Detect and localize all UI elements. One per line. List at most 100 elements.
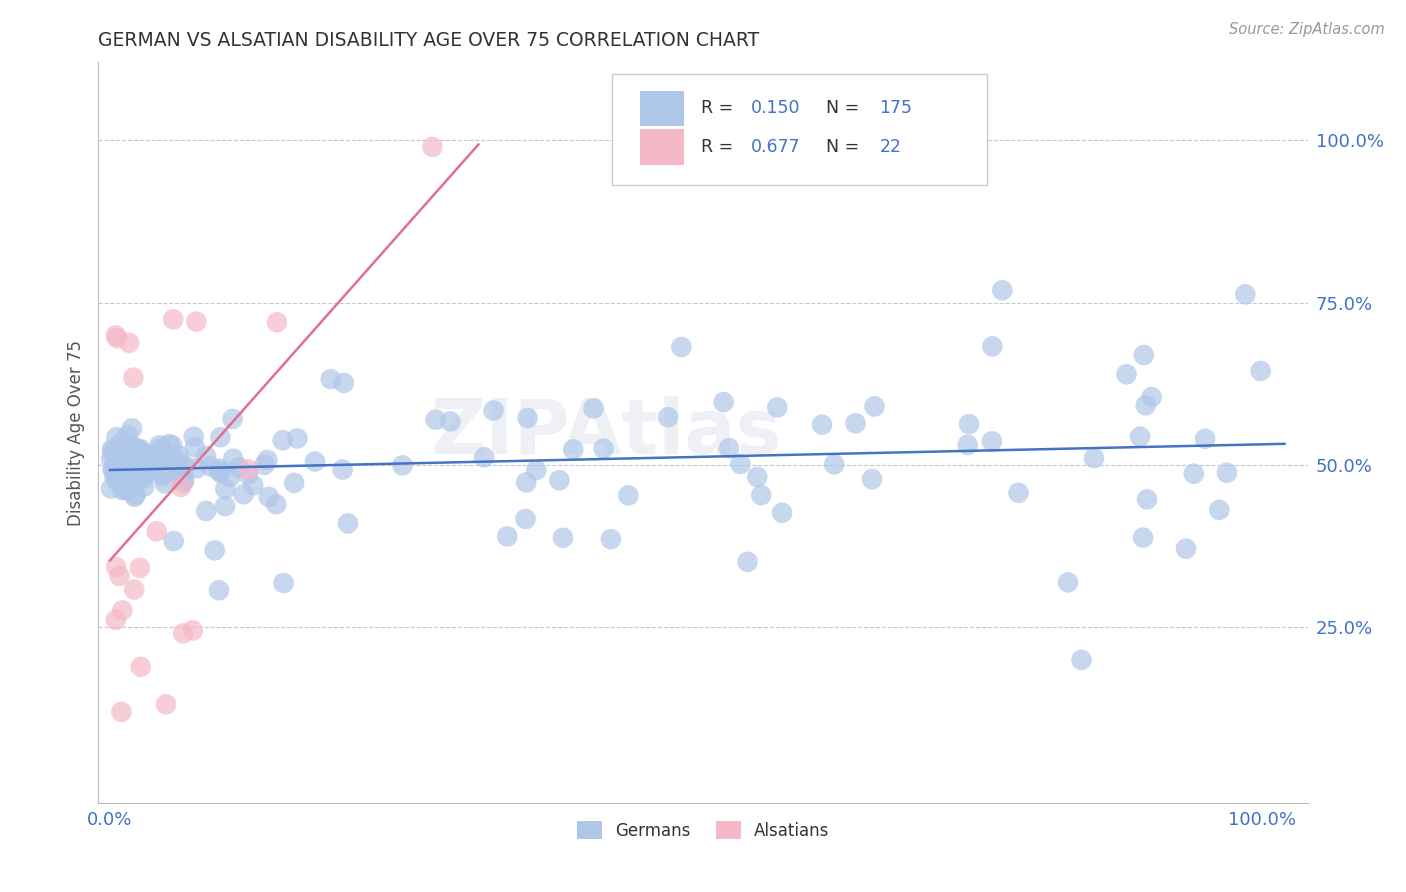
Point xyxy=(115,471,138,485)
Point xyxy=(128,447,150,461)
Point xyxy=(214,482,236,496)
Point xyxy=(173,474,195,488)
Point xyxy=(129,660,152,674)
Point xyxy=(169,467,191,482)
Point xyxy=(117,472,139,486)
Point xyxy=(129,442,152,457)
Point xyxy=(115,483,138,497)
Point xyxy=(256,453,278,467)
Point xyxy=(120,468,142,483)
Point xyxy=(149,441,172,455)
Point xyxy=(127,452,149,467)
Text: ZIPAtlas: ZIPAtlas xyxy=(430,396,782,469)
Point xyxy=(122,370,145,384)
Point xyxy=(496,529,519,543)
Point xyxy=(391,458,413,473)
Point xyxy=(332,462,354,476)
Point xyxy=(111,434,134,449)
Point xyxy=(163,453,186,467)
Point xyxy=(127,471,149,485)
Point xyxy=(730,457,752,471)
Point xyxy=(156,450,179,464)
Point xyxy=(108,569,131,583)
Point xyxy=(617,488,640,502)
Point xyxy=(124,475,146,490)
Point xyxy=(108,467,131,481)
Point xyxy=(132,463,155,477)
Text: 175: 175 xyxy=(880,99,912,118)
Point xyxy=(128,449,150,463)
Point xyxy=(135,456,157,470)
Point xyxy=(181,624,204,638)
Point xyxy=(169,455,191,469)
Point xyxy=(127,459,149,474)
Point xyxy=(515,475,537,490)
Point xyxy=(132,480,155,494)
Point xyxy=(214,499,236,513)
Point xyxy=(186,461,208,475)
FancyBboxPatch shape xyxy=(613,73,987,185)
Point xyxy=(222,451,245,466)
Point xyxy=(134,467,156,481)
Point xyxy=(148,450,170,465)
Point xyxy=(122,582,145,597)
Text: 0.150: 0.150 xyxy=(751,99,801,118)
Text: R =: R = xyxy=(700,99,738,118)
Point xyxy=(737,555,759,569)
Point xyxy=(110,472,132,486)
Point xyxy=(208,462,231,476)
Point xyxy=(157,451,180,466)
Point xyxy=(1135,398,1157,412)
Point xyxy=(273,576,295,591)
Point xyxy=(150,469,173,483)
Point xyxy=(304,454,326,468)
Point xyxy=(141,450,163,465)
Point xyxy=(209,466,232,480)
Point xyxy=(128,561,150,575)
Text: N =: N = xyxy=(815,138,865,156)
Point xyxy=(1057,575,1080,590)
Point xyxy=(124,488,146,502)
Point xyxy=(749,488,772,502)
Point xyxy=(242,478,264,492)
Point xyxy=(127,469,149,483)
Text: N =: N = xyxy=(815,99,865,118)
Point xyxy=(141,463,163,477)
Point xyxy=(105,453,128,467)
Point xyxy=(236,467,259,482)
Point xyxy=(1216,466,1239,480)
Point xyxy=(170,480,193,494)
Point xyxy=(1115,368,1137,382)
Point xyxy=(103,447,125,461)
Point xyxy=(991,283,1014,297)
Point xyxy=(1129,429,1152,443)
Point xyxy=(114,464,136,478)
Point xyxy=(110,478,132,492)
Point xyxy=(713,395,735,409)
Point xyxy=(472,450,495,465)
Point xyxy=(120,452,142,467)
Point xyxy=(333,376,356,390)
Point xyxy=(1182,467,1205,481)
Legend: Germans, Alsatians: Germans, Alsatians xyxy=(569,814,837,847)
Point xyxy=(120,458,142,472)
Point xyxy=(172,626,194,640)
Point xyxy=(148,438,170,452)
Point xyxy=(283,475,305,490)
Point xyxy=(128,465,150,479)
Point xyxy=(582,401,605,416)
Text: 0.677: 0.677 xyxy=(751,138,801,156)
Point xyxy=(124,490,146,504)
Point xyxy=(110,705,132,719)
Point xyxy=(238,462,260,476)
FancyBboxPatch shape xyxy=(640,91,683,126)
FancyBboxPatch shape xyxy=(640,129,683,165)
Point xyxy=(981,339,1004,353)
Point xyxy=(1250,364,1272,378)
Point xyxy=(551,531,574,545)
Point xyxy=(228,460,250,475)
Point xyxy=(128,446,150,460)
Point xyxy=(131,449,153,463)
Point xyxy=(124,468,146,483)
Point xyxy=(112,458,135,473)
